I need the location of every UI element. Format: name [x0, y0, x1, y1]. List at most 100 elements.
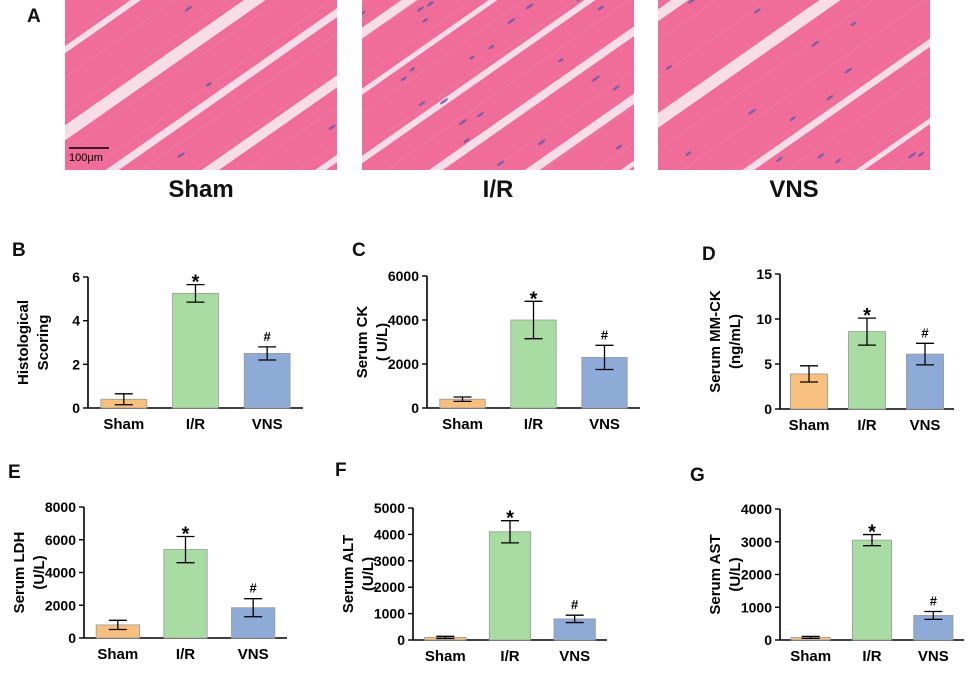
significance-marker: * [530, 288, 538, 310]
y-tick-label: 4000 [374, 526, 405, 542]
y-tick-label: 15 [756, 266, 772, 282]
x-tick-label-sham: Sham [103, 416, 144, 433]
y-tick-label: 2000 [374, 579, 405, 595]
fiber-striation [658, 0, 930, 170]
y-axis-label: Serum LDH [11, 532, 28, 614]
cell-nucleus [184, 5, 193, 12]
y-tick-label: 4 [72, 313, 80, 329]
x-tick-label-i-r: I/R [524, 416, 543, 433]
cell-nucleus [362, 10, 366, 17]
fiber-striation [362, 0, 634, 170]
y-axis-label: Serum AST [707, 534, 724, 614]
cell-nucleus [665, 65, 673, 70]
x-tick-label-sham: Sham [425, 648, 466, 665]
cell-nucleus [525, 3, 534, 10]
y-tick-label: 0 [397, 632, 405, 648]
x-tick-label-i-r: I/R [500, 648, 519, 665]
y-tick-label: 4000 [741, 501, 772, 517]
chart-e-group: 0 2000 4000 6000 8000 Serum LDH (U/L) Sham * I/R #… [11, 499, 287, 663]
cell-nucleus [753, 8, 761, 14]
y-tick-label: 2000 [741, 567, 772, 583]
y-axis-label: Serum MM-CK [707, 290, 724, 393]
y-tick-label: 0 [764, 632, 772, 648]
y-tick-label: 0 [72, 400, 80, 416]
x-tick-label-vns: VNS [238, 646, 269, 663]
cell-nucleus [458, 119, 467, 125]
panel-letter-f: F [335, 460, 347, 481]
cell-nucleus [469, 55, 475, 60]
fiber-striation [65, 0, 337, 170]
fiber-gap [362, 0, 634, 170]
y-tick-label: 4000 [388, 312, 419, 328]
x-tick-label-sham: Sham [442, 416, 483, 433]
micrograph-sham-svg [65, 0, 337, 170]
fiber-gap [65, 0, 337, 170]
panel-letter-g: G [690, 465, 705, 486]
cell-nucleus [463, 138, 470, 144]
y-axis-label: Serum ALT [340, 535, 357, 613]
cell-nucleus [597, 5, 604, 11]
fiber-striation [658, 0, 930, 170]
y-tick-label: 2 [72, 356, 80, 372]
fiber-striation [362, 0, 634, 170]
micrograph-sham [65, 0, 337, 170]
cell-nucleus [400, 76, 407, 81]
micrograph-ir-svg [362, 0, 634, 170]
scale-bar-label: 100μm [69, 152, 103, 164]
bar-i-r [163, 549, 208, 639]
significance-marker: * [192, 272, 200, 294]
significance-marker: # [921, 325, 929, 340]
significance-marker: # [571, 597, 579, 612]
y-axis-label: (U/L) [360, 557, 377, 591]
fiber-striation [362, 0, 634, 170]
y-tick-label: 0 [764, 401, 772, 417]
significance-marker: # [250, 581, 258, 596]
bar-i-r [851, 539, 893, 641]
y-axis-label: Histological [15, 300, 32, 385]
fiber-gap [362, 0, 634, 170]
y-tick-label: 0 [68, 630, 76, 646]
y-tick-label: 5000 [374, 500, 405, 516]
fiber-gap [658, 0, 930, 170]
x-tick-label-sham: Sham [790, 648, 831, 665]
cell-nucleus [177, 152, 185, 158]
bar-i-r [488, 531, 532, 641]
y-axis-label: Serum CK [354, 306, 371, 379]
fiber-striation [65, 0, 337, 170]
micrograph-vns [658, 0, 930, 170]
panel-letter-d: D [702, 244, 716, 265]
cell-nucleus [418, 101, 426, 107]
bar-i-r [172, 292, 219, 409]
y-tick-label: 1000 [741, 599, 772, 615]
cell-nucleus [789, 116, 796, 121]
cell-nucleus [426, 1, 434, 7]
y-tick-label: 0 [411, 400, 419, 416]
cell-nucleus [917, 151, 925, 157]
fiber-gap [658, 0, 930, 170]
cell-nucleus [507, 18, 516, 24]
cell-nucleus [409, 67, 415, 72]
x-tick-label-i-r: I/R [176, 646, 195, 663]
y-tick-label: 5 [764, 356, 772, 372]
cell-nucleus [835, 158, 842, 164]
fiber-striation [65, 0, 337, 170]
cell-nucleus [817, 153, 825, 159]
y-tick-label: 4000 [45, 565, 76, 581]
y-tick-label: 2000 [388, 356, 419, 372]
cell-nucleus [558, 58, 564, 63]
cell-nucleus [775, 156, 783, 162]
y-axis-label: (U/L) [31, 555, 48, 589]
significance-marker: * [868, 522, 876, 544]
cell-nucleus [476, 111, 484, 118]
cell-nucleus [205, 82, 212, 87]
fiber-striation [658, 0, 930, 170]
x-tick-label-vns: VNS [589, 416, 620, 433]
x-tick-label-vns: VNS [910, 417, 941, 434]
x-tick-label-i-r: I/R [186, 416, 205, 433]
fiber-striation [658, 0, 930, 170]
bar-vns [906, 353, 944, 410]
y-axis-label: ( U/L) [374, 323, 391, 361]
y-axis-label: (U/L) [727, 557, 744, 591]
fiber-striation [362, 0, 634, 170]
